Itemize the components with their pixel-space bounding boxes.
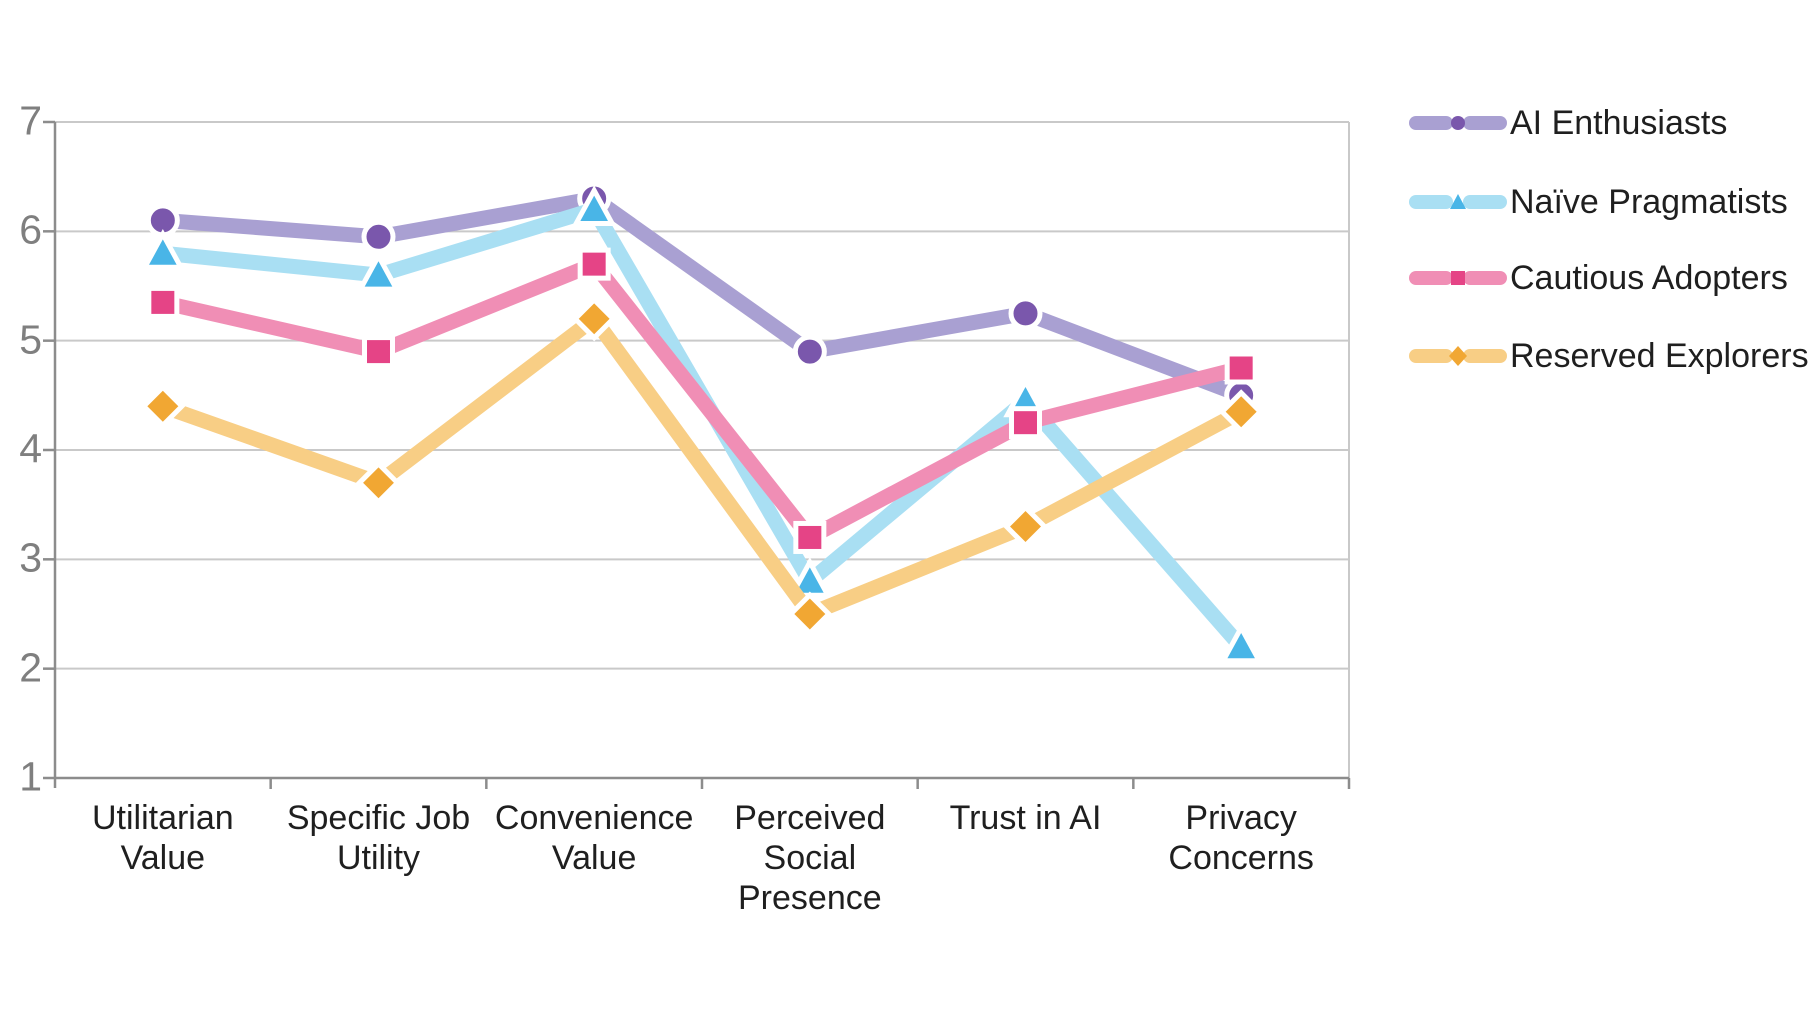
data-point-marker bbox=[787, 591, 833, 637]
category-label: Convenience Value bbox=[494, 799, 694, 878]
series-line-3 bbox=[155, 308, 1249, 624]
series-line-2 bbox=[155, 255, 1249, 548]
data-point-marker bbox=[362, 335, 395, 369]
category-label: Specific Job Utility bbox=[286, 799, 471, 878]
data-point-marker bbox=[1218, 622, 1264, 664]
y-tick-label: 5 bbox=[19, 316, 42, 363]
legend-item-reserved-explorers: Reserved Explorers bbox=[1408, 334, 1809, 378]
data-point-marker bbox=[1002, 503, 1049, 550]
y-tick-label: 7 bbox=[19, 97, 42, 144]
data-point-marker bbox=[356, 250, 401, 292]
data-point-marker bbox=[1009, 406, 1042, 440]
legend-label: Naïve Pragmatists bbox=[1510, 182, 1788, 221]
data-point-marker bbox=[577, 247, 611, 281]
category-label: Privacy Concerns bbox=[1168, 799, 1314, 878]
legend-label: Cautious Adopters bbox=[1510, 258, 1788, 297]
data-point-marker bbox=[361, 219, 396, 254]
series-line-0 bbox=[155, 190, 1249, 403]
category-label: Perceived Social Presence bbox=[734, 799, 886, 918]
y-tick-label: 3 bbox=[19, 534, 42, 581]
data-point-marker bbox=[793, 520, 827, 554]
y-tick-label: 1 bbox=[19, 753, 42, 800]
data-point-marker bbox=[355, 460, 402, 506]
legend-item-na-ve-pragmatists: Naïve Pragmatists bbox=[1408, 180, 1788, 224]
data-point-marker bbox=[1218, 389, 1264, 435]
data-point-marker bbox=[140, 228, 186, 270]
legend-key-circle-icon bbox=[1409, 116, 1507, 130]
data-point-marker bbox=[571, 185, 617, 226]
data-point-marker bbox=[1224, 351, 1258, 385]
legend-item-cautious-adopters: Cautious Adopters bbox=[1408, 256, 1788, 300]
legend-label: AI Enthusiasts bbox=[1510, 103, 1728, 142]
y-tick-label: 4 bbox=[19, 425, 42, 472]
legend-item-ai-enthusiasts: AI Enthusiasts bbox=[1408, 101, 1727, 145]
data-point-marker bbox=[792, 334, 827, 369]
category-label: Trust in AI bbox=[949, 799, 1102, 837]
data-point-marker bbox=[571, 296, 617, 342]
data-point-marker bbox=[1008, 296, 1043, 331]
legend-key-triangle-icon bbox=[1409, 194, 1507, 209]
y-tick-label: 2 bbox=[19, 644, 42, 691]
data-point-marker bbox=[146, 285, 180, 319]
category-label: Utilitarian Value bbox=[91, 799, 234, 878]
legend-label: Reserved Explorers bbox=[1510, 336, 1809, 375]
y-tick-label: 6 bbox=[19, 206, 42, 253]
data-point-marker bbox=[140, 383, 186, 429]
legend-key-square-icon bbox=[1409, 271, 1507, 285]
legend-key-diamond-icon bbox=[1409, 346, 1507, 366]
